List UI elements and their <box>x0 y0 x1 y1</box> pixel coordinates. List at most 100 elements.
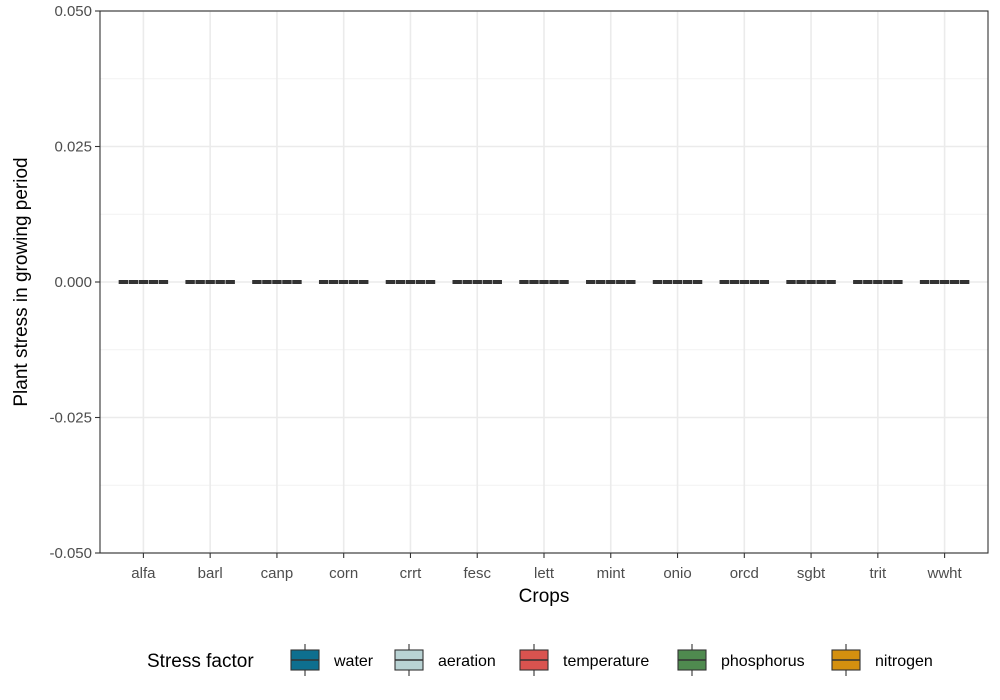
y-tick-label: -0.050 <box>49 545 92 562</box>
box-water-onio <box>652 280 663 284</box>
box-phosphorus-alfa <box>148 280 159 284</box>
legend-item-phosphorus: phosphorus <box>677 644 805 676</box>
box-aeration-sgbt <box>796 280 806 284</box>
legend: Stress factor water aeration temperature ph… <box>147 644 933 676</box>
box-temperature-trit <box>873 280 883 284</box>
box-nitrogen-crrt <box>425 280 436 284</box>
x-tick-label: sgbt <box>797 565 826 582</box>
box-aeration-barl <box>195 280 205 284</box>
legend-label-phosphorus: phosphorus <box>721 653 805 670</box>
box-aeration-alfa <box>128 280 139 284</box>
x-axis-title: Crops <box>519 586 570 607</box>
box-nitrogen-corn <box>359 280 369 284</box>
legend-label-aeration: aeration <box>438 653 496 670</box>
x-tick-label: barl <box>198 565 223 582</box>
legend-item-aeration: aeration <box>394 644 496 676</box>
y-tick-label: 0.000 <box>54 274 92 291</box>
box-nitrogen-fesc <box>492 280 502 284</box>
legend-item-nitrogen: nitrogen <box>831 644 933 676</box>
box-aeration-wwht <box>929 280 940 284</box>
box-phosphorus-sgbt <box>816 280 826 284</box>
box-phosphorus-trit <box>883 280 893 284</box>
box-aeration-onio <box>662 280 673 284</box>
box-marks <box>118 280 970 284</box>
box-aeration-lett <box>529 280 539 284</box>
box-water-corn <box>318 280 329 284</box>
x-tick-label: wwht <box>927 565 963 582</box>
x-tick-label: crrt <box>400 565 422 582</box>
box-water-alfa <box>118 280 129 284</box>
x-tick-label: mint <box>597 565 626 582</box>
box-water-crrt <box>385 280 396 284</box>
box-aeration-corn <box>328 280 339 284</box>
box-nitrogen-canp <box>292 280 302 284</box>
box-water-canp <box>252 280 262 284</box>
box-phosphorus-crrt <box>415 280 426 284</box>
box-aeration-trit <box>863 280 873 284</box>
y-axis-title: Plant stress in growing period <box>11 157 32 406</box>
x-tick-label: corn <box>329 565 358 582</box>
box-water-orcd <box>719 280 729 284</box>
box-phosphorus-wwht <box>949 280 960 284</box>
box-phosphorus-corn <box>349 280 359 284</box>
box-nitrogen-trit <box>893 280 903 284</box>
y-tick-label: -0.025 <box>49 410 92 427</box>
box-phosphorus-fesc <box>482 280 492 284</box>
box-temperature-mint <box>606 280 616 284</box>
box-nitrogen-sgbt <box>826 280 836 284</box>
box-nitrogen-alfa <box>158 280 169 284</box>
box-nitrogen-barl <box>225 280 235 284</box>
box-nitrogen-mint <box>626 280 636 284</box>
box-aeration-fesc <box>462 280 472 284</box>
box-temperature-barl <box>205 280 215 284</box>
x-tick-label: onio <box>663 565 691 582</box>
box-phosphorus-orcd <box>749 280 760 284</box>
box-aeration-mint <box>596 280 606 284</box>
legend-title: Stress factor <box>147 651 254 672</box>
box-phosphorus-mint <box>616 280 626 284</box>
x-tick-label: canp <box>261 565 294 582</box>
legend-label-nitrogen: nitrogen <box>875 653 933 670</box>
x-tick-label: trit <box>869 565 886 582</box>
y-tick-label: 0.025 <box>54 139 92 156</box>
box-water-sgbt <box>786 280 796 284</box>
box-nitrogen-wwht <box>959 280 970 284</box>
box-temperature-alfa <box>138 280 149 284</box>
box-temperature-orcd <box>739 280 750 284</box>
legend-label-temperature: temperature <box>563 653 649 670</box>
x-tick-label: alfa <box>131 565 156 582</box>
box-temperature-canp <box>272 280 282 284</box>
box-temperature-corn <box>338 280 349 284</box>
box-nitrogen-onio <box>692 280 703 284</box>
box-temperature-wwht <box>939 280 950 284</box>
x-axis: alfa barl canp corn crrt fesc lett mint onio orcd… <box>131 553 963 582</box>
box-water-fesc <box>452 280 462 284</box>
y-tick-label: 0.050 <box>54 3 92 20</box>
box-temperature-crrt <box>405 280 416 284</box>
box-aeration-crrt <box>395 280 406 284</box>
legend-item-water: water <box>290 644 374 676</box>
box-nitrogen-lett <box>559 280 569 284</box>
box-phosphorus-onio <box>682 280 693 284</box>
box-aeration-canp <box>262 280 272 284</box>
y-axis: 0.050 0.025 0.000 -0.025 -0.050 <box>49 3 100 562</box>
legend-item-temperature: temperature <box>519 644 649 676</box>
box-water-mint <box>586 280 596 284</box>
box-phosphorus-canp <box>282 280 292 284</box>
box-phosphorus-lett <box>549 280 559 284</box>
box-water-lett <box>519 280 529 284</box>
x-tick-label: orcd <box>730 565 759 582</box>
box-water-wwht <box>919 280 930 284</box>
box-temperature-onio <box>672 280 683 284</box>
box-phosphorus-barl <box>215 280 225 284</box>
box-temperature-lett <box>539 280 549 284</box>
x-tick-label: fesc <box>463 565 491 582</box>
x-tick-label: lett <box>534 565 555 582</box>
box-temperature-sgbt <box>806 280 816 284</box>
box-temperature-fesc <box>472 280 482 284</box>
box-nitrogen-orcd <box>759 280 770 284</box>
legend-label-water: water <box>333 653 374 670</box>
box-aeration-orcd <box>729 280 739 284</box>
box-water-trit <box>853 280 863 284</box>
